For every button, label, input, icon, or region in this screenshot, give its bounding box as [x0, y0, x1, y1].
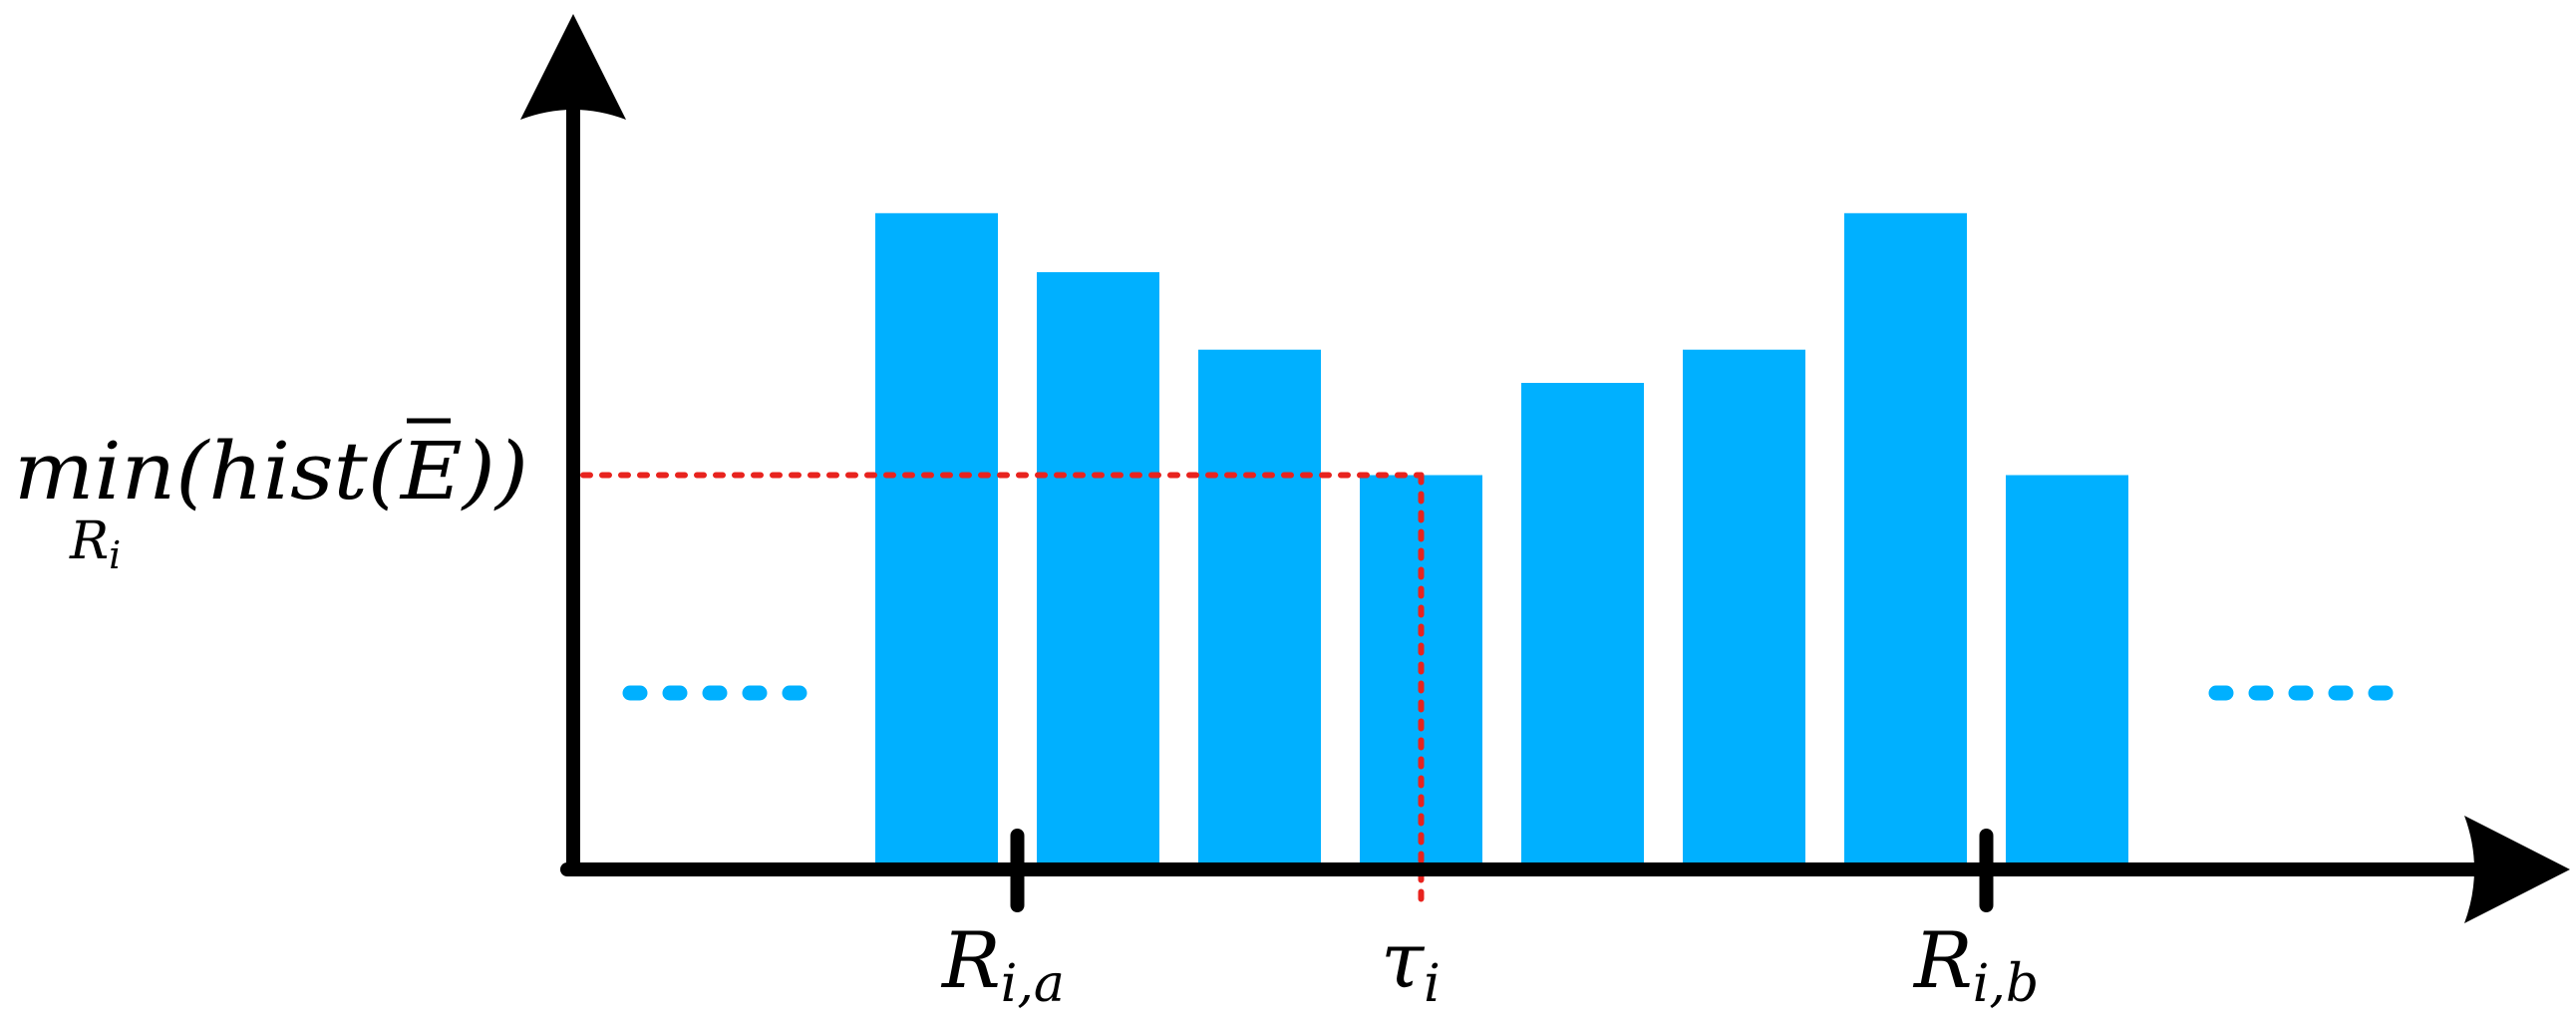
tick-label-r-i-b-base: R [1912, 916, 1973, 1006]
histogram-bar [2006, 475, 2128, 862]
y-label-sub-index: i [109, 533, 121, 577]
tick-label-r-i-a-sub: i,a [1001, 954, 1065, 1014]
tick-label-r-i-a: Ri,a [940, 916, 1065, 1014]
tick-label-r-i-a-base: R [940, 916, 1001, 1006]
histogram-bars [875, 212, 2128, 863]
histogram-bar [1037, 272, 1159, 862]
tau-label: τi [1381, 916, 1441, 1014]
y-axis-arrowhead-icon [520, 14, 626, 120]
histogram-bar [875, 212, 998, 863]
y-label-sub-base: R [69, 512, 109, 571]
x-axis-arrowhead-icon [2464, 816, 2570, 923]
y-label-subscript: Ri [69, 512, 121, 577]
tick-label-r-i-b: Ri,b [1912, 916, 2039, 1014]
tau-label-sub: i [1424, 954, 1441, 1014]
axes [520, 14, 2570, 923]
y-threshold-label: min(hist(E)) [14, 425, 528, 517]
histogram-bar [1844, 212, 1967, 863]
histogram-bar [1198, 349, 1321, 862]
tick-label-r-i-b-sub: i,b [1973, 954, 2039, 1014]
histogram-bar [1683, 349, 1805, 862]
histogram-bar [1521, 383, 1644, 862]
tau-label-base: τ [1381, 916, 1426, 1006]
